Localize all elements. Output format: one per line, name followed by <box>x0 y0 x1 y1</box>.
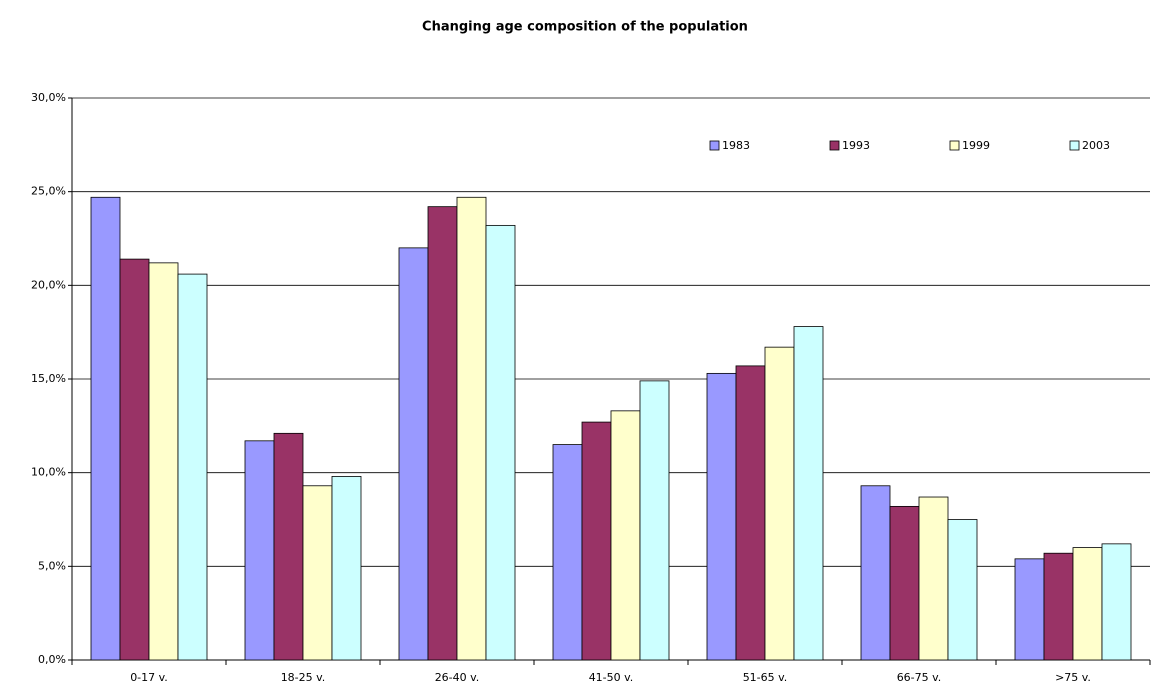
bar <box>244 440 275 661</box>
bar <box>273 432 304 661</box>
bar <box>918 496 949 661</box>
y-tick-label: 10,0% <box>31 466 66 479</box>
bar <box>764 346 795 661</box>
bar <box>1101 543 1132 661</box>
x-tick-label: 18-25 v. <box>281 671 326 684</box>
bar <box>302 485 333 661</box>
bar <box>1043 552 1074 661</box>
x-tick-label: 51-65 v. <box>743 671 788 684</box>
x-tick-label: 66-75 v. <box>897 671 942 684</box>
legend-label: 2003 <box>1082 139 1110 152</box>
bar <box>947 519 978 661</box>
y-tick-label: 15,0% <box>31 372 66 385</box>
y-tick-label: 0,0% <box>38 653 66 666</box>
bar <box>148 262 179 661</box>
y-tick-label: 5,0% <box>38 559 66 572</box>
bar <box>485 224 516 661</box>
bar <box>552 444 583 661</box>
bar <box>735 365 766 661</box>
bar <box>427 206 458 661</box>
bar <box>331 476 362 661</box>
x-tick-label: 0-17 v. <box>130 671 168 684</box>
bar <box>456 196 487 661</box>
bar <box>398 247 429 661</box>
bar <box>581 421 612 661</box>
bar <box>793 326 824 661</box>
bar <box>889 505 920 661</box>
bar <box>1014 558 1045 661</box>
bar <box>1072 547 1103 661</box>
bar <box>119 258 150 661</box>
legend-swatch <box>949 140 960 151</box>
legend-swatch <box>1069 140 1080 151</box>
bar <box>177 273 208 661</box>
bar <box>639 380 670 661</box>
legend-label: 1993 <box>842 139 870 152</box>
y-tick-label: 30,0% <box>31 91 66 104</box>
y-tick-label: 20,0% <box>31 278 66 291</box>
bar <box>610 410 641 661</box>
y-tick-label: 25,0% <box>31 185 66 198</box>
bar <box>860 485 891 661</box>
legend-swatch <box>709 140 720 151</box>
bar <box>706 372 737 661</box>
x-tick-label: 26-40 v. <box>435 671 480 684</box>
bar <box>90 196 121 661</box>
legend-label: 1983 <box>722 139 750 152</box>
chart-title: Changing age composition of the populati… <box>422 20 748 35</box>
legend-swatch <box>829 140 840 151</box>
x-tick-label: 41-50 v. <box>589 671 634 684</box>
legend-label: 1999 <box>962 139 990 152</box>
x-tick-label: >75 v. <box>1055 671 1091 684</box>
